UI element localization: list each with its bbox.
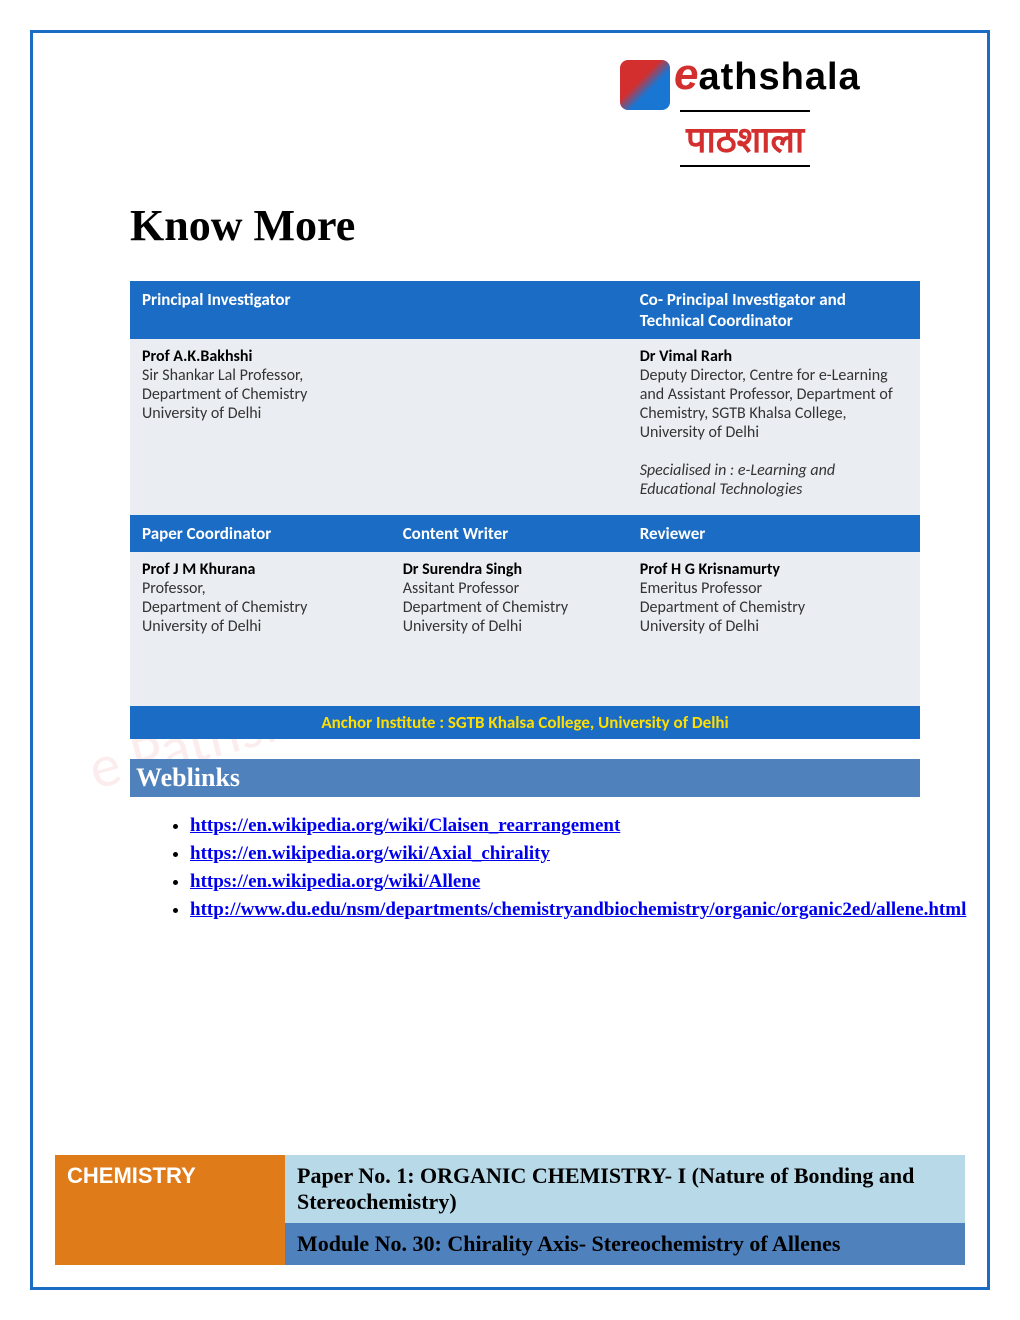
- header-principal-investigator: Principal Investigator: [130, 281, 391, 339]
- anchor-institute: Anchor Institute : SGTB Khalsa College, …: [130, 706, 920, 739]
- module-cell: Module No. 30: Chirality Axis- Stereoche…: [285, 1223, 965, 1265]
- weblink[interactable]: https://en.wikipedia.org/wiki/Axial_chir…: [190, 843, 550, 864]
- subject-cell: CHEMISTRY: [55, 1155, 285, 1265]
- copi-details: Deputy Director, Centre for e-Learning a…: [640, 366, 908, 442]
- table-header-row: Principal Investigator Co- Principal Inv…: [130, 281, 920, 339]
- pi-details: Sir Shankar Lal Professor, Department of…: [142, 366, 379, 423]
- weblink[interactable]: http://www.du.edu/nsm/departments/chemis…: [190, 899, 966, 920]
- logo-icon: [620, 60, 670, 110]
- writer-name: Dr Surendra Singh: [403, 560, 616, 579]
- coordinator-details: Professor, Department of Chemistry Unive…: [142, 579, 379, 636]
- main-content: Know More Principal Investigator Co- Pri…: [130, 200, 920, 927]
- list-item: http://www.du.edu/nsm/departments/chemis…: [190, 899, 920, 921]
- weblink[interactable]: https://en.wikipedia.org/wiki/Claisen_re…: [190, 815, 620, 836]
- header-reviewer: Reviewer: [628, 515, 920, 552]
- empty-cell: [391, 339, 628, 515]
- list-item: https://en.wikipedia.org/wiki/Allene: [190, 871, 920, 893]
- logo-text-en: athshala: [698, 56, 860, 98]
- weblink[interactable]: https://en.wikipedia.org/wiki/Allene: [190, 871, 480, 892]
- header-paper-coordinator: Paper Coordinator: [130, 515, 391, 552]
- header-empty: [391, 281, 628, 339]
- copi-name: Dr Vimal Rarh: [640, 347, 908, 366]
- reviewer-details: Emeritus Professor Department of Chemist…: [640, 579, 908, 636]
- pi-name: Prof A.K.Bakhshi: [142, 347, 379, 366]
- table-content-row: Prof J M Khurana Professor, Department o…: [130, 552, 920, 706]
- header-co-investigator: Co- Principal Investigator and Technical…: [628, 281, 920, 339]
- list-item: https://en.wikipedia.org/wiki/Claisen_re…: [190, 815, 920, 837]
- header-content-writer: Content Writer: [391, 515, 628, 552]
- writer-details: Assitant Professor Department of Chemist…: [403, 579, 616, 636]
- logo: eathshala पाठशाला: [620, 50, 960, 140]
- writer-cell: Dr Surendra Singh Assitant Professor Dep…: [391, 552, 628, 706]
- reviewer-cell: Prof H G Krisnamurty Emeritus Professor …: [628, 552, 920, 706]
- investigators-table: Principal Investigator Co- Principal Inv…: [130, 281, 920, 739]
- weblinks-header: Weblinks: [130, 759, 920, 797]
- bottom-info-table: CHEMISTRY Paper No. 1: ORGANIC CHEMISTRY…: [55, 1155, 965, 1265]
- pi-cell: Prof A.K.Bakhshi Sir Shankar Lal Profess…: [130, 339, 391, 515]
- coordinator-name: Prof J M Khurana: [142, 560, 379, 579]
- table-header-row: Paper Coordinator Content Writer Reviewe…: [130, 515, 920, 552]
- list-item: https://en.wikipedia.org/wiki/Axial_chir…: [190, 843, 920, 865]
- reviewer-name: Prof H G Krisnamurty: [640, 560, 908, 579]
- copi-cell: Dr Vimal Rarh Deputy Director, Centre fo…: [628, 339, 920, 515]
- coordinator-cell: Prof J M Khurana Professor, Department o…: [130, 552, 391, 706]
- table-content-row: Prof A.K.Bakhshi Sir Shankar Lal Profess…: [130, 339, 920, 515]
- weblinks-list: https://en.wikipedia.org/wiki/Claisen_re…: [130, 815, 920, 921]
- page-title: Know More: [130, 200, 920, 251]
- paper-cell: Paper No. 1: ORGANIC CHEMISTRY- I (Natur…: [285, 1155, 965, 1223]
- copi-specialised: Specialised in : e-Learning and Educatio…: [640, 461, 908, 499]
- logo-text-hi: पाठशाला: [680, 110, 810, 167]
- table-footer-row: Anchor Institute : SGTB Khalsa College, …: [130, 706, 920, 739]
